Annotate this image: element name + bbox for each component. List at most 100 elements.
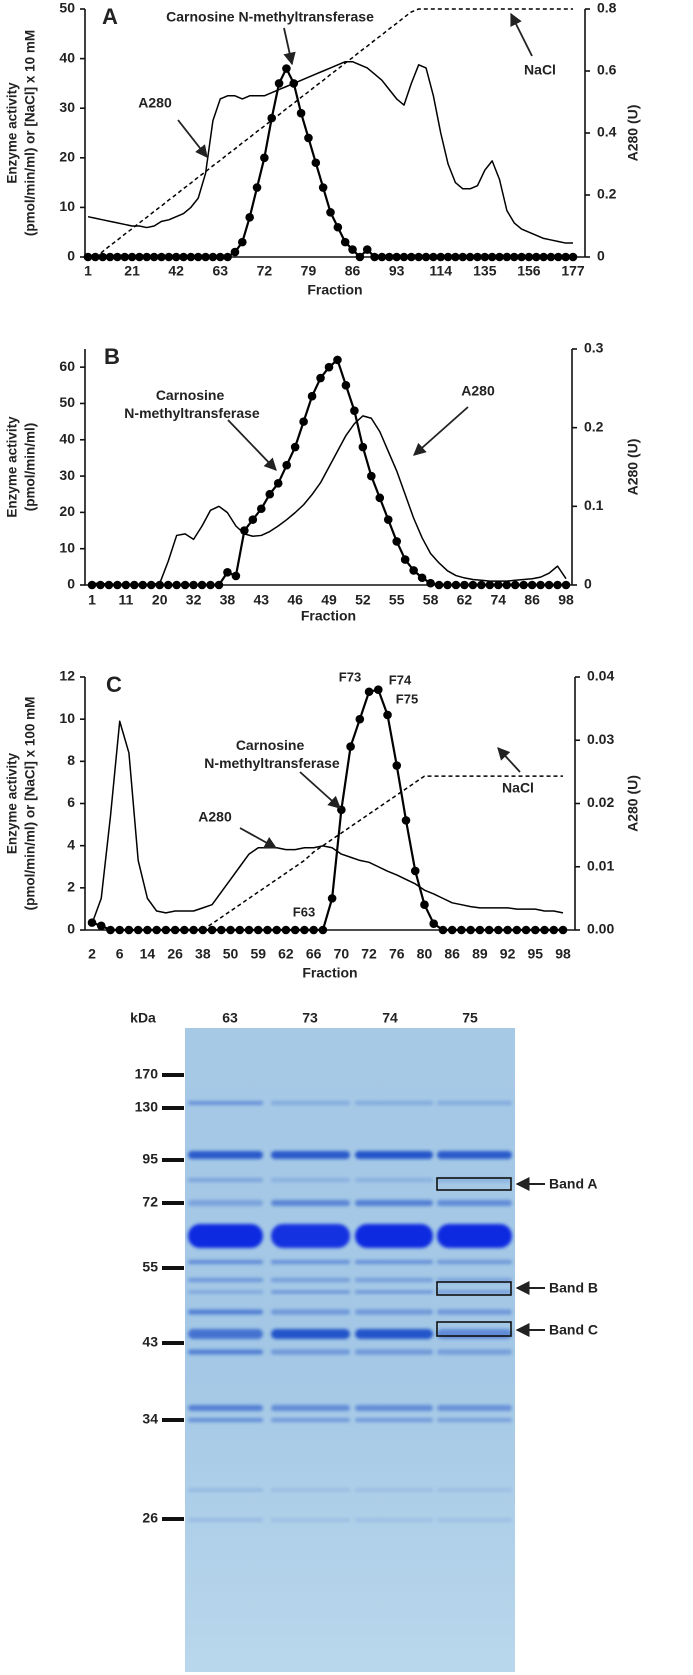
gel-band bbox=[188, 1200, 263, 1206]
x-tick-label: 72 bbox=[257, 263, 273, 279]
x-axis-title: Fraction bbox=[301, 608, 356, 624]
gel-band bbox=[437, 1151, 512, 1159]
y-tick-label: 2 bbox=[67, 879, 75, 895]
gel-band bbox=[355, 1418, 433, 1422]
marker-label: 43 bbox=[142, 1334, 158, 1350]
gel-band bbox=[271, 1418, 350, 1422]
gel-band bbox=[271, 1488, 350, 1492]
gel-band bbox=[437, 1178, 512, 1182]
data-point bbox=[143, 925, 152, 935]
data-point bbox=[231, 571, 241, 581]
gel-band bbox=[355, 1200, 433, 1206]
data-point bbox=[304, 133, 313, 143]
data-point bbox=[421, 252, 431, 262]
data-point bbox=[121, 580, 131, 590]
data-point bbox=[316, 373, 325, 383]
gel-band bbox=[355, 1349, 433, 1355]
data-point bbox=[417, 573, 427, 583]
data-point bbox=[377, 252, 387, 262]
data-point bbox=[113, 580, 122, 590]
y-tick-label: 30 bbox=[59, 99, 75, 115]
y2-tick-label: 0.4 bbox=[597, 124, 617, 140]
lane-label: 74 bbox=[382, 1010, 398, 1026]
y-tick-label: 10 bbox=[59, 198, 75, 214]
data-point bbox=[348, 245, 357, 254]
lane-label: 73 bbox=[302, 1010, 318, 1026]
x-tick-label: 26 bbox=[167, 946, 183, 962]
gel-band bbox=[355, 1151, 433, 1159]
data-point bbox=[267, 113, 277, 123]
annotation-arrow bbox=[283, 27, 296, 66]
data-point bbox=[172, 580, 181, 590]
data-point bbox=[420, 900, 429, 909]
x-tick-label: 98 bbox=[555, 946, 571, 962]
y-tick-label: 10 bbox=[59, 710, 75, 726]
data-point bbox=[358, 442, 368, 452]
data-point bbox=[341, 381, 351, 390]
panel-label: C bbox=[106, 672, 122, 697]
y-axis-title: (pmol/min/ml) or [NaCl] x 100 mM bbox=[23, 697, 38, 911]
data-point bbox=[96, 921, 106, 931]
gel-band bbox=[355, 1488, 433, 1492]
y-tick-label: 20 bbox=[59, 149, 75, 165]
data-point bbox=[495, 252, 504, 262]
y-tick-label: 12 bbox=[59, 668, 75, 684]
marker-label: 34 bbox=[142, 1411, 158, 1427]
annotation: F74 bbox=[389, 672, 412, 687]
data-point bbox=[503, 925, 512, 935]
y-tick-label: 60 bbox=[59, 358, 75, 374]
data-point bbox=[296, 108, 306, 118]
data-point bbox=[392, 761, 402, 770]
marker-label: 95 bbox=[142, 1151, 158, 1167]
data-point bbox=[214, 580, 224, 590]
data-point bbox=[311, 158, 321, 168]
data-point bbox=[215, 252, 225, 262]
y-tick-label: 20 bbox=[59, 503, 75, 519]
annotation-arrow bbox=[413, 406, 469, 456]
x-tick-label: 114 bbox=[429, 263, 452, 279]
data-point bbox=[135, 252, 144, 262]
x-tick-label: 86 bbox=[524, 592, 540, 608]
data-point bbox=[477, 580, 486, 590]
data-point bbox=[451, 580, 461, 590]
x-tick-label: 86 bbox=[444, 946, 460, 962]
data-point bbox=[401, 816, 411, 825]
series-label: Carnosine N-methyltransferase bbox=[166, 9, 374, 25]
x-tick-label: 62 bbox=[457, 592, 473, 608]
gel-band bbox=[188, 1518, 263, 1522]
data-point bbox=[309, 925, 318, 935]
data-point bbox=[493, 580, 503, 590]
x-tick-label: 79 bbox=[301, 263, 317, 279]
data-point bbox=[383, 515, 393, 524]
data-point bbox=[130, 580, 139, 590]
data-point bbox=[350, 406, 359, 416]
chart: 0 10 20 30 40 50 0 0.2 0.4 0.6 0.8 1 21 42 63 72 79 86 93 1… bbox=[5, 0, 641, 298]
annotation-arrow bbox=[239, 827, 278, 849]
x-tick-label: 52 bbox=[355, 592, 371, 608]
data-point bbox=[399, 252, 409, 262]
data-point bbox=[539, 252, 548, 262]
y-axis-title: Enzyme activity bbox=[5, 752, 20, 854]
x-tick-label: 14 bbox=[140, 946, 156, 962]
data-point bbox=[96, 580, 105, 590]
gel-band bbox=[188, 1329, 263, 1339]
y2-tick-label: 0 bbox=[584, 576, 592, 592]
data-point bbox=[155, 580, 165, 590]
x-tick-label: 49 bbox=[321, 592, 337, 608]
x-tick-label: 66 bbox=[306, 946, 322, 962]
annotation-arrow bbox=[299, 771, 341, 809]
x-tick-label: 70 bbox=[334, 946, 350, 962]
y2-axis-title: A280 (U) bbox=[625, 439, 641, 496]
panel-label: B bbox=[104, 344, 120, 369]
data-point bbox=[206, 580, 215, 590]
gel-band bbox=[271, 1200, 350, 1206]
y-tick-label: 50 bbox=[59, 0, 75, 16]
gel-band bbox=[355, 1405, 433, 1411]
y-tick-label: 10 bbox=[59, 539, 75, 555]
x-axis-title: Fraction bbox=[302, 965, 357, 981]
y-axis-title: (pmol/min/ml) bbox=[23, 423, 38, 512]
data-point bbox=[104, 580, 114, 590]
gel-band bbox=[271, 1349, 350, 1355]
data-point bbox=[180, 925, 189, 935]
